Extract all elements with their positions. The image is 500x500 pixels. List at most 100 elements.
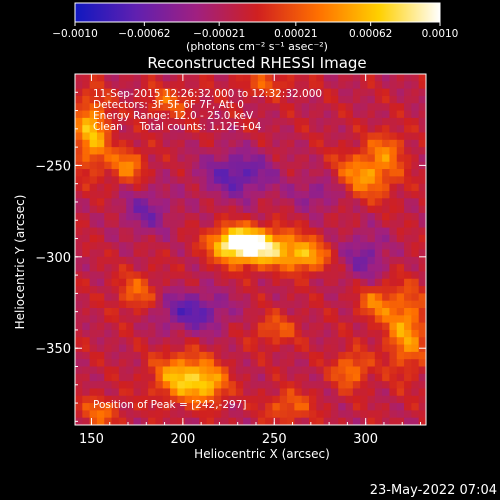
heatmap-cell [287,154,295,163]
heatmap-cell [148,388,157,397]
heatmap-cell [382,161,391,170]
heatmap-cell [155,359,164,368]
heatmap-cell [162,81,171,90]
heatmap-cell [323,212,332,221]
heatmap-cell [316,410,325,419]
heatmap-cell [316,242,325,251]
heatmap-cell [382,344,391,353]
heatmap-cell [316,315,325,324]
heatmap-cell [309,351,317,360]
heatmap-cell [96,212,105,221]
heatmap-cell [177,315,186,324]
heatmap-cell [206,88,215,97]
heatmap-cell [367,242,376,251]
heatmap-cell [104,264,113,273]
heatmap-cell [162,242,171,251]
heatmap-cell [309,293,317,302]
heatmap-cell [148,322,157,331]
heatmap-cell [126,403,135,411]
heatmap-cell [111,403,120,411]
x-tick-label: 250 [262,432,287,447]
heatmap-cell [199,388,208,397]
heatmap-cell [111,234,120,243]
heatmap-cell [345,139,354,148]
heatmap-cell [382,373,391,382]
heatmap-cell [418,183,426,192]
heatmap-cell [104,286,113,294]
heatmap-cell [272,308,281,316]
heatmap-cell [177,329,186,338]
heatmap-cell [170,198,178,207]
heatmap-cell [272,286,281,294]
heatmap-cell [75,264,83,273]
colorbar: −0.0010 −0.00062 −0.00021 0.00021 0.00062 0.0… [52,2,459,53]
heatmap-cell [199,381,208,390]
heatmap-cell [162,198,171,207]
heatmap-cell [382,264,391,273]
heatmap-cell [338,183,347,192]
heatmap-cell [418,403,426,411]
heatmap-cell [199,249,208,258]
heatmap-cell [118,205,127,214]
heatmap-cell [82,264,91,273]
heatmap-cell [192,388,200,397]
heatmap-cell [140,344,149,353]
heatmap-cell [155,300,164,309]
heatmap-cell [243,366,252,375]
heatmap-cell [133,242,142,251]
heatmap-cell [323,169,332,177]
heatmap-cell [170,256,178,265]
heatmap-cell [126,388,135,397]
heatmap-cell [345,176,354,185]
heatmap-cell [338,117,347,126]
heatmap-cell [316,154,325,163]
heatmap-cell [228,395,237,404]
heatmap-cell [389,81,398,90]
heatmap-cell [411,308,420,316]
heatmap-cell [235,242,244,251]
heatmap-cell [330,359,339,368]
heatmap-cell [221,366,230,375]
heatmap-cell [367,249,376,258]
heatmap-cell [177,264,186,273]
heatmap-cell [155,351,164,360]
heatmap-cell [301,249,310,258]
heatmap-cell [213,205,222,214]
heatmap-cell [133,286,142,294]
heatmap-cell [360,147,369,156]
heatmap-cell [199,212,208,221]
heatmap-cell [396,344,405,353]
heatmap-cell [301,366,310,375]
heatmap-cell [389,183,398,192]
heatmap-cell [199,74,208,82]
heatmap-cell [382,74,391,82]
heatmap-cell [235,81,244,90]
heatmap-cell [213,329,222,338]
heatmap-cell [118,242,127,251]
heatmap-cell [199,132,208,141]
heatmap-cell [133,351,142,360]
heatmap-cell [389,256,398,265]
heatmap-cell [309,81,317,90]
heatmap-cell [235,366,244,375]
heatmap-cell [389,220,398,229]
heatmap-cell [257,293,266,302]
heatmap-cell [418,373,426,382]
heatmap-cell [192,110,200,119]
heatmap-cell [228,373,237,382]
heatmap-cell [96,74,105,82]
heatmap-cell [382,227,391,236]
heatmap-cell [367,344,376,353]
heatmap-cell [272,417,281,425]
heatmap-cell [418,337,426,346]
colorbar-tick-label: 0.0010 [422,28,459,40]
heatmap-cell [352,220,361,229]
annotation-energy: Energy Range: 12.0 - 25.0 keV [93,110,254,122]
heatmap-cell [279,403,288,411]
heatmap-cell [287,95,295,104]
heatmap-cell [133,410,142,419]
heatmap-cell [221,410,230,419]
heatmap-cell [265,403,274,411]
heatmap-cell [184,154,193,163]
heatmap-cell [367,110,376,119]
